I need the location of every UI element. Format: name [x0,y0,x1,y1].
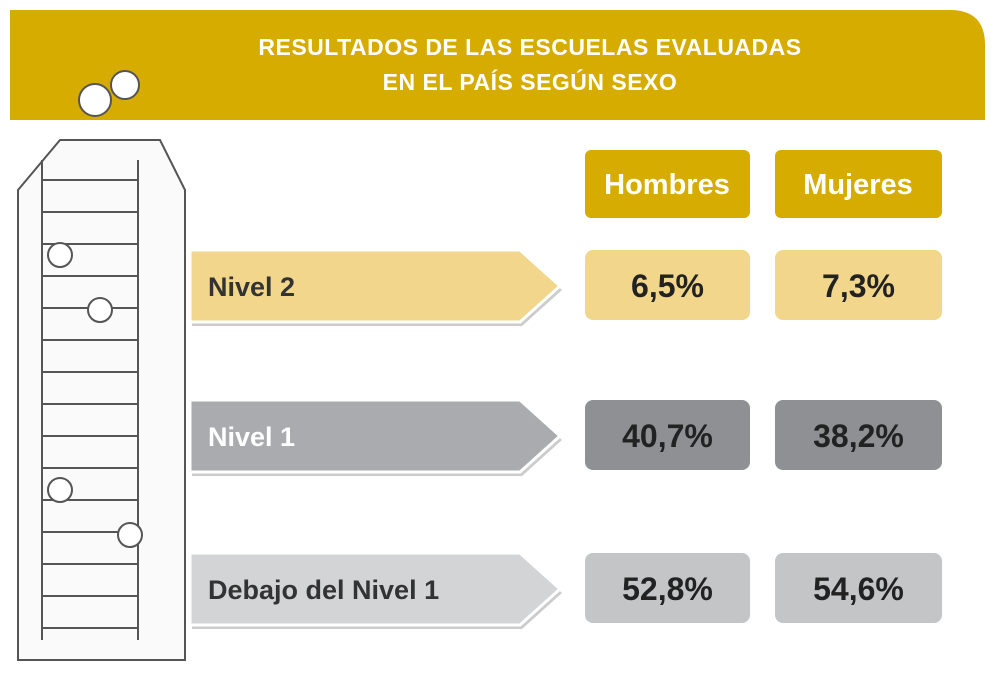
title-line: RESULTADOS DE LAS ESCUELAS EVALUADAS [258,34,801,60]
rows: Nivel 2 6,5% 7,3% Nivel 1 40,7% 38,2% Debajo d… [188,248,942,629]
column-header: Mujeres [803,169,913,201]
row-label: Nivel 2 [208,272,295,302]
title-line: EN EL PAÍS SEGÚN SEXO [383,68,678,95]
value-box [585,250,750,320]
ladder-illustration [17,70,186,661]
value-box [585,400,750,470]
value-box [775,400,942,470]
value-box [775,553,942,623]
column-header-box [775,150,942,218]
row-label: Nivel 1 [208,422,295,452]
row-label: Debajo del Nivel 1 [208,575,439,605]
value: 54,6% [813,571,904,607]
header-band [10,10,985,120]
value: 52,8% [622,571,713,607]
row-arrow [188,398,563,474]
column-header: Hombres [604,169,730,201]
column-header-box [585,150,750,218]
value: 38,2% [813,418,904,454]
value: 7,3% [822,268,895,304]
row-arrow [188,551,563,627]
value-box [775,250,942,320]
value-box [585,553,750,623]
value: 40,7% [622,418,713,454]
value: 6,5% [631,268,704,304]
row-arrow [188,248,563,324]
